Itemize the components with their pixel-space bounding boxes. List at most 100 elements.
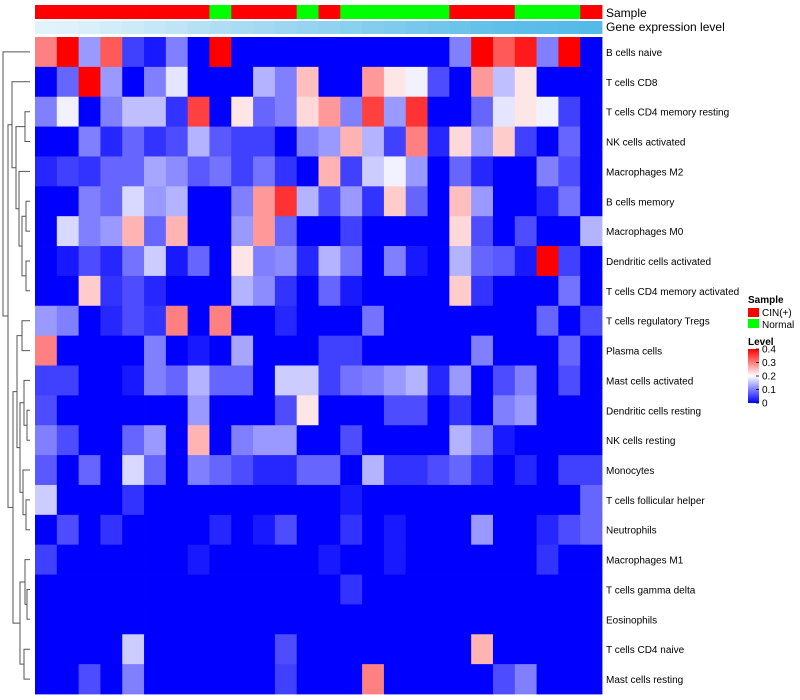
- gene-expression-annotation-cell: [514, 21, 537, 34]
- heatmap-cell: [383, 96, 407, 127]
- heatmap-cell: [253, 634, 276, 665]
- heatmap-cell: [165, 664, 189, 695]
- heatmap-cell: [253, 275, 276, 307]
- heatmap-cell: [187, 186, 210, 217]
- gene-expression-annotation-cell: [405, 21, 428, 34]
- heatmap-cell: [296, 634, 319, 665]
- heatmap-cell: [100, 246, 123, 277]
- row-label: Neutrophils: [606, 526, 657, 537]
- heatmap-cell: [514, 186, 537, 217]
- sample-track-label: Sample: [606, 6, 647, 20]
- heatmap-cell: [340, 484, 363, 516]
- heatmap-cell: [187, 216, 210, 247]
- heatmap-cell: [56, 335, 80, 366]
- heatmap-cell: [383, 275, 407, 307]
- heatmap-cell: [449, 186, 472, 217]
- heatmap-cell: [187, 484, 210, 516]
- dendrogram-branch: [26, 409, 30, 441]
- heatmap-cell: [383, 246, 407, 277]
- heatmap-cell: [122, 604, 145, 635]
- heatmap-cell: [536, 425, 559, 456]
- heatmap-cell: [100, 455, 123, 486]
- heatmap-cell: [362, 664, 385, 695]
- heatmap-cell: [231, 484, 254, 516]
- heatmap-cell: [253, 544, 276, 575]
- heatmap-cell: [492, 634, 516, 665]
- heatmap-cell: [122, 275, 145, 307]
- heatmap-cell: [449, 484, 472, 516]
- heatmap-cell: [383, 216, 407, 247]
- gene-expression-annotation-cell: [274, 21, 298, 34]
- heatmap-cell: [253, 425, 276, 456]
- row-label: T cells CD4 memory resting: [606, 108, 729, 119]
- heatmap-cell: [536, 126, 559, 157]
- heatmap-cell: [471, 126, 494, 157]
- heatmap-cell: [296, 126, 319, 157]
- sample-annotation-bar: [35, 5, 603, 19]
- dendrogram-branch: [23, 648, 30, 680]
- heatmap-cell: [35, 216, 58, 247]
- heatmap-cell: [274, 514, 298, 546]
- heatmap-cell: [100, 275, 123, 307]
- heatmap-cell: [449, 66, 472, 98]
- heatmap-cell: [340, 275, 363, 307]
- heatmap-cell: [471, 37, 494, 68]
- heatmap-cell: [253, 574, 276, 605]
- heatmap-cell: [231, 514, 254, 546]
- row-label: Monocytes: [606, 466, 654, 477]
- heatmap-cell: [340, 365, 363, 396]
- heatmap-cell: [122, 664, 145, 695]
- heatmap-cell: [536, 96, 559, 127]
- heatmap-cell: [78, 246, 101, 277]
- heatmap-cell: [165, 634, 189, 665]
- gene-expression-annotation-cell: [100, 21, 123, 34]
- heatmap-cell: [362, 246, 385, 277]
- heatmap-cell: [122, 216, 145, 247]
- heatmap-cells: [35, 37, 603, 695]
- heatmap-cell: [405, 634, 428, 665]
- row-label: Macrophages M0: [606, 227, 684, 238]
- heatmap-cell: [536, 66, 559, 98]
- heatmap-cell: [165, 395, 189, 426]
- heatmap-cell: [492, 305, 516, 337]
- dendrogram-branch: [26, 589, 30, 620]
- heatmap-cell: [558, 604, 581, 635]
- heatmap-cell: [340, 37, 363, 68]
- heatmap-cell: [253, 126, 276, 157]
- heatmap-cell: [209, 216, 232, 247]
- heatmap-cell: [253, 395, 276, 426]
- heatmap-cell: [100, 126, 123, 157]
- heatmap-cell: [471, 275, 494, 307]
- heatmap-cell: [35, 96, 58, 127]
- heatmap-cell: [580, 604, 603, 635]
- level-color-bar: [748, 349, 759, 403]
- dendrogram-branch: [11, 81, 30, 169]
- heatmap-cell: [56, 664, 80, 695]
- heatmap-cell: [427, 156, 450, 187]
- heatmap-cell: [362, 544, 385, 575]
- heatmap-cell: [492, 96, 516, 127]
- heatmap-cell: [558, 126, 581, 157]
- heatmap-cell: [35, 335, 58, 366]
- heatmap-cell: [165, 126, 189, 157]
- heatmap-cell: [122, 484, 145, 516]
- heatmap-cell: [187, 305, 210, 337]
- heatmap-cell: [144, 186, 167, 217]
- heatmap-cell: [558, 96, 581, 127]
- row-label: Mast cells activated: [606, 376, 693, 387]
- heatmap-cell: [253, 186, 276, 217]
- heatmap-cell: [405, 126, 428, 157]
- sample-annotation-cell: [318, 5, 341, 19]
- heatmap-cell: [231, 126, 254, 157]
- heatmap-cell: [536, 186, 559, 217]
- heatmap-cell: [231, 216, 254, 247]
- heatmap-cell: [187, 365, 210, 396]
- heatmap-cell: [144, 126, 167, 157]
- heatmap-cell: [209, 126, 232, 157]
- heatmap-cell: [296, 305, 319, 337]
- heatmap-cell: [580, 574, 603, 605]
- heatmap-cell: [318, 66, 341, 98]
- heatmap-cell: [427, 455, 450, 486]
- heatmap-cell: [296, 66, 319, 98]
- heatmap-cell: [362, 574, 385, 605]
